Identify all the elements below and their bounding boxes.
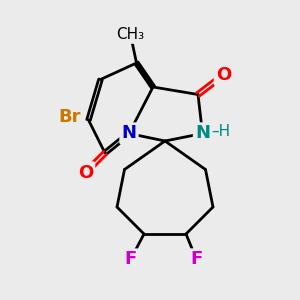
Text: Br: Br — [59, 108, 81, 126]
Text: N: N — [195, 124, 210, 142]
Text: O: O — [216, 66, 231, 84]
Text: F: F — [190, 250, 202, 268]
Text: F: F — [124, 250, 136, 268]
Text: N: N — [122, 124, 136, 142]
Text: CH₃: CH₃ — [116, 27, 145, 42]
Text: –H: –H — [212, 124, 231, 140]
Text: O: O — [78, 164, 93, 181]
